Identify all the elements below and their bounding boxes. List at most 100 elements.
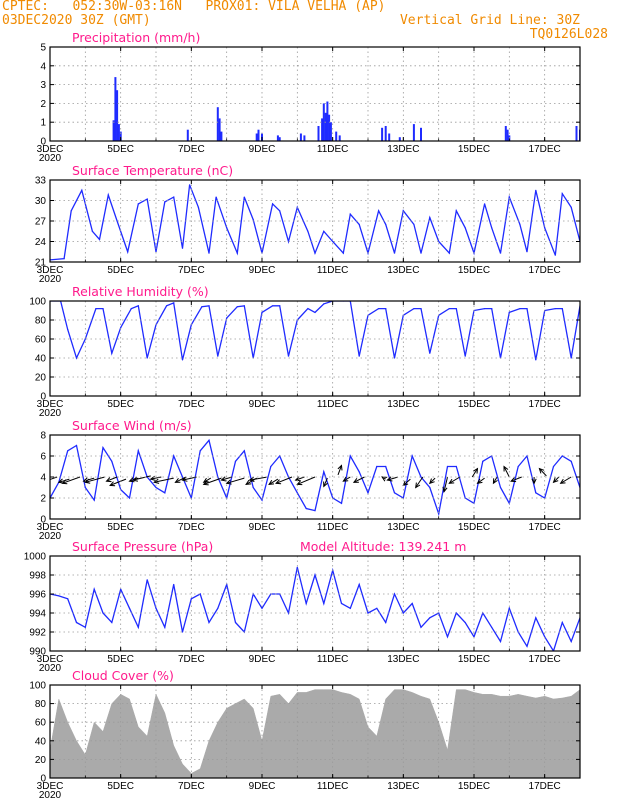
y-tick-label: 20 — [35, 755, 47, 766]
x-tick-label: 5DEC — [107, 522, 134, 533]
data-point — [491, 626, 493, 628]
data-point — [314, 510, 316, 512]
data-point — [376, 607, 378, 609]
precip-bar — [218, 118, 221, 141]
wind-arrowhead — [220, 476, 227, 482]
y-tick-label: 33 — [35, 176, 47, 187]
data-point — [526, 645, 528, 647]
y-tick-label: 0 — [40, 515, 46, 526]
data-point — [561, 193, 563, 195]
y-tick-label: 100 — [29, 297, 46, 308]
wind-vector — [85, 476, 105, 483]
wind-arrowhead — [476, 478, 483, 484]
data-point — [93, 588, 95, 590]
series-layer — [50, 566, 580, 651]
wind-vector — [387, 476, 399, 481]
wind-vector — [477, 477, 485, 484]
data-point — [67, 598, 69, 600]
data-point — [190, 598, 192, 600]
precip-bar — [322, 103, 325, 141]
precip-bar — [324, 112, 327, 141]
data-point — [385, 308, 387, 310]
data-point — [508, 311, 510, 313]
data-point — [554, 254, 556, 256]
wind-arrowhead — [225, 479, 232, 485]
wind-vector — [449, 476, 461, 484]
x-tick-label: 15DEC — [458, 265, 490, 276]
wind-arrowhead — [181, 476, 188, 482]
wind-vector — [503, 466, 510, 478]
y-tick-label: 2 — [40, 494, 46, 505]
data-point — [464, 227, 466, 229]
data-point — [137, 626, 139, 628]
y-tick-label: 990 — [29, 647, 46, 658]
x-tick-label: 17DEC — [529, 265, 561, 276]
data-point — [491, 227, 493, 229]
series-layer — [50, 184, 580, 261]
data-point — [252, 219, 254, 221]
panel-title: Surface Wind (m/s) — [72, 418, 192, 433]
x-tick-label: 9DEC — [249, 144, 276, 155]
data-point — [358, 355, 360, 357]
x-tick-label: 13DEC — [387, 781, 419, 792]
data-point — [67, 328, 69, 331]
wind-arrowhead — [296, 480, 303, 486]
x-tick-label: 5DEC — [107, 399, 134, 410]
data-point — [349, 455, 351, 457]
data-point — [208, 252, 210, 254]
data-point — [323, 303, 325, 305]
data-point — [519, 223, 521, 225]
data-point — [70, 210, 72, 212]
wind-vector — [62, 476, 81, 484]
data-point — [367, 492, 369, 494]
wind-arrowhead — [415, 482, 421, 489]
data-point — [455, 308, 457, 310]
data-point — [287, 355, 290, 357]
y-tick-label: 0 — [40, 137, 46, 148]
data-point — [378, 210, 380, 212]
data-point — [561, 621, 563, 624]
wind-arrowhead — [531, 478, 537, 485]
wind-arrowhead — [275, 479, 282, 485]
y-tick-label: 20 — [35, 373, 47, 384]
data-point — [358, 223, 360, 225]
data-point — [236, 252, 238, 254]
wind-vector — [203, 477, 222, 485]
data-point — [137, 450, 139, 452]
data-point — [561, 455, 563, 457]
wind-arrowhead — [492, 478, 498, 485]
data-point — [107, 194, 109, 196]
x-tick-label: 9DEC — [249, 654, 276, 665]
data-point — [272, 305, 274, 307]
wind-arrowhead — [538, 467, 545, 474]
x-year-label: 2020 — [39, 790, 62, 800]
y-tick-label: 80 — [35, 316, 47, 327]
data-point — [164, 492, 166, 494]
y-tick-label: 998 — [29, 571, 46, 582]
wind-vector — [295, 476, 305, 481]
y-tick-label: 40 — [35, 736, 47, 747]
data-point — [499, 252, 502, 254]
data-point — [517, 465, 519, 468]
data-point — [146, 579, 148, 581]
data-point — [146, 198, 148, 200]
panel-title: Relative Humidity (%) — [72, 284, 209, 299]
data-point — [544, 227, 546, 229]
data-point — [455, 465, 457, 468]
data-point — [323, 230, 325, 232]
data-point — [164, 626, 166, 628]
data-point — [63, 258, 65, 260]
precip-bar — [384, 126, 387, 141]
wind-vector — [109, 478, 127, 486]
data-point — [208, 621, 210, 624]
x-tick-label: 3DEC — [37, 265, 64, 276]
data-point — [130, 308, 132, 310]
wind-vector — [275, 476, 293, 484]
data-point — [155, 486, 157, 489]
precip-bar — [338, 135, 341, 141]
wind-arrowhead — [352, 477, 359, 483]
data-point — [199, 450, 201, 452]
data-point — [201, 306, 203, 308]
data-point — [393, 252, 396, 254]
